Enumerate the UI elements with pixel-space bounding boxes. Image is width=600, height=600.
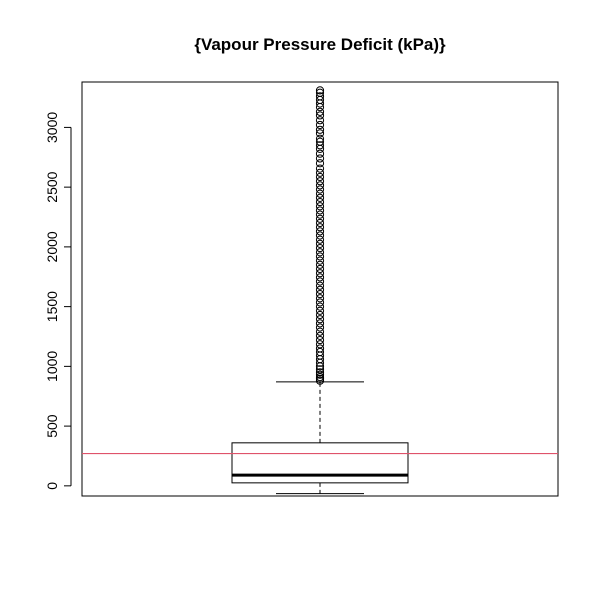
y-tick-label: 500 [44,414,60,438]
outlier-point [315,210,325,219]
outlier-point [315,164,325,173]
y-tick-label: 3000 [44,112,60,143]
outlier-point [315,154,325,163]
outlier-point [315,269,325,278]
outlier-point [315,243,325,253]
outlier-point [315,206,325,215]
outlier-point [315,285,325,294]
outlier-point [315,223,325,232]
outlier-point [315,227,325,236]
outlier-point [315,248,325,257]
outlier-point [315,149,325,158]
outlier-point [315,125,325,134]
outlier-point [315,193,325,202]
outlier-point [315,137,325,146]
outlier-point [315,214,325,223]
outlier-point [315,289,325,299]
outlier-point [315,273,325,282]
outlier-point [315,218,325,228]
outlier-point [315,168,325,177]
outlier-point [315,129,325,138]
outlier-point [315,281,325,290]
outlier-point [315,116,325,125]
outlier-point [315,319,325,328]
outlier-point [315,365,325,374]
outlier-point [315,331,325,340]
outlier-point [315,327,325,336]
outlier-point [315,315,325,324]
outlier-point [315,181,325,190]
outlier-point [315,141,325,150]
plot-frame [81,81,559,497]
box-plot [231,381,409,495]
outlier-point [315,231,325,240]
chart-title: {Vapour Pressure Deficit (kPa)} [194,35,446,54]
outlier-point [315,344,325,353]
outlier-point [315,260,325,269]
y-tick-label: 2500 [44,171,60,202]
outlier-point [315,306,325,315]
outlier-point [315,335,325,345]
outlier-point [315,294,325,303]
outlier-point [315,252,325,261]
outlier-points [315,86,325,385]
box-iqr [231,442,409,484]
outlier-point [315,202,325,211]
outlier-point [315,197,325,207]
outlier-point [315,370,325,379]
outlier-point [315,323,325,332]
outlier-point [315,239,325,248]
outlier-point [315,86,325,95]
y-tick-label: 1500 [44,291,60,322]
outlier-point [315,235,325,244]
outlier-point [315,347,325,357]
outlier-point [315,277,325,286]
outlier-point [315,373,325,382]
outlier-point [315,88,325,97]
outlier-point [315,298,325,307]
outlier-point [315,172,325,182]
outlier-point [315,264,325,274]
outlier-point [315,134,325,143]
y-tick-label: 1000 [44,351,60,382]
outlier-point [315,107,325,116]
outlier-point [315,302,325,311]
outlier-point [315,177,325,186]
outlier-point [315,185,325,194]
outlier-point [315,256,325,265]
outlier-point [315,189,325,198]
y-tick-label: 0 [44,482,60,490]
outlier-point [315,111,325,120]
y-axis: 0 500 1000 1500 2000 2500 3000 [44,112,72,490]
outlier-point [315,159,325,168]
outlier-point [315,310,325,320]
y-tick-label: 2000 [44,231,60,262]
outlier-point [315,340,325,349]
outlier-point [315,92,325,101]
outlier-point [315,368,325,377]
outlier-point [315,120,325,130]
